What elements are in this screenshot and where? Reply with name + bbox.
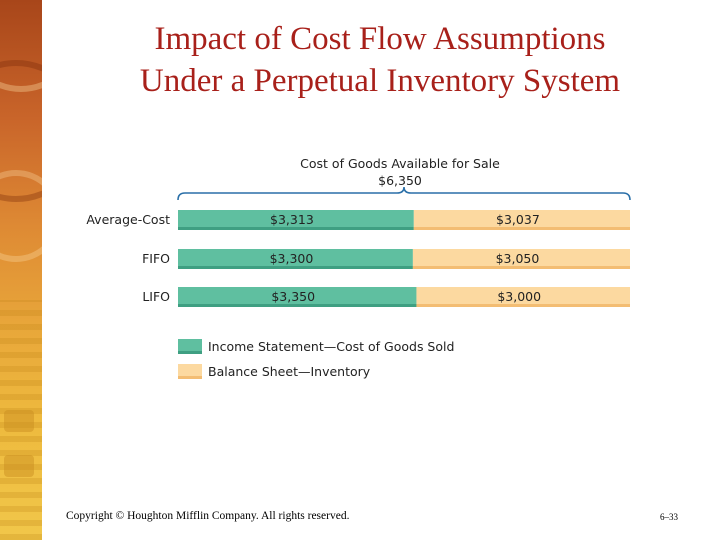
bar-cost-of-goods-sold [178,249,413,269]
bar-value-label-cogs: $3,350 [271,289,315,304]
bar-value-label-cogs: $3,313 [270,212,314,227]
chart-header-total: $6,350 [378,173,422,188]
bar-value-label-cogs: $3,300 [270,251,314,266]
legend-label: Balance Sheet—Inventory [208,364,371,379]
slide-title-line1: Impact of Cost Flow Assumptions [154,21,606,57]
copyright-notice: Copyright © Houghton Mifflin Company. Al… [66,510,350,522]
bar-cost-of-goods-sold-shadow [178,304,417,307]
chart-bracket [177,186,631,201]
slide-title-line2: Under a Perpetual Inventory System [139,63,621,99]
legend-swatch [178,364,202,379]
bar-cost-of-goods-sold-shadow [178,266,413,269]
category-label: LIFO [142,289,170,304]
bar-cost-of-goods-sold [178,287,417,307]
decorative-side-strip [0,0,42,540]
slide-title: Impact of Cost Flow Assumptions Under a … [50,18,710,102]
bar-cost-of-goods-sold [178,210,414,230]
decorative-texture [4,455,34,477]
bar-inventory-shadow [413,227,630,230]
chart-header-label: Cost of Goods Available for Sale [300,156,500,171]
legend-swatch-shadow [178,351,202,354]
page-number: 6–33 [660,512,678,522]
bar-cost-of-goods-sold-shadow [178,227,414,230]
bar-inventory [413,210,630,230]
legend-swatch [178,339,202,354]
bar-inventory-shadow [416,304,630,307]
decorative-swirl [0,170,42,262]
bar-inventory-shadow [412,266,630,269]
legend-label: Income Statement—Cost of Goods Sold [208,339,454,354]
legend-swatch-shadow [178,376,202,379]
bar-value-label-inventory: $3,050 [496,251,540,266]
bar-inventory [412,249,630,269]
category-label: FIFO [142,251,170,266]
category-label: Average-Cost [86,212,170,227]
bar-value-label-inventory: $3,037 [496,212,540,227]
decorative-texture [0,300,42,540]
bar-inventory [416,287,630,307]
bar-value-label-inventory: $3,000 [497,289,541,304]
decorative-texture [4,410,34,432]
